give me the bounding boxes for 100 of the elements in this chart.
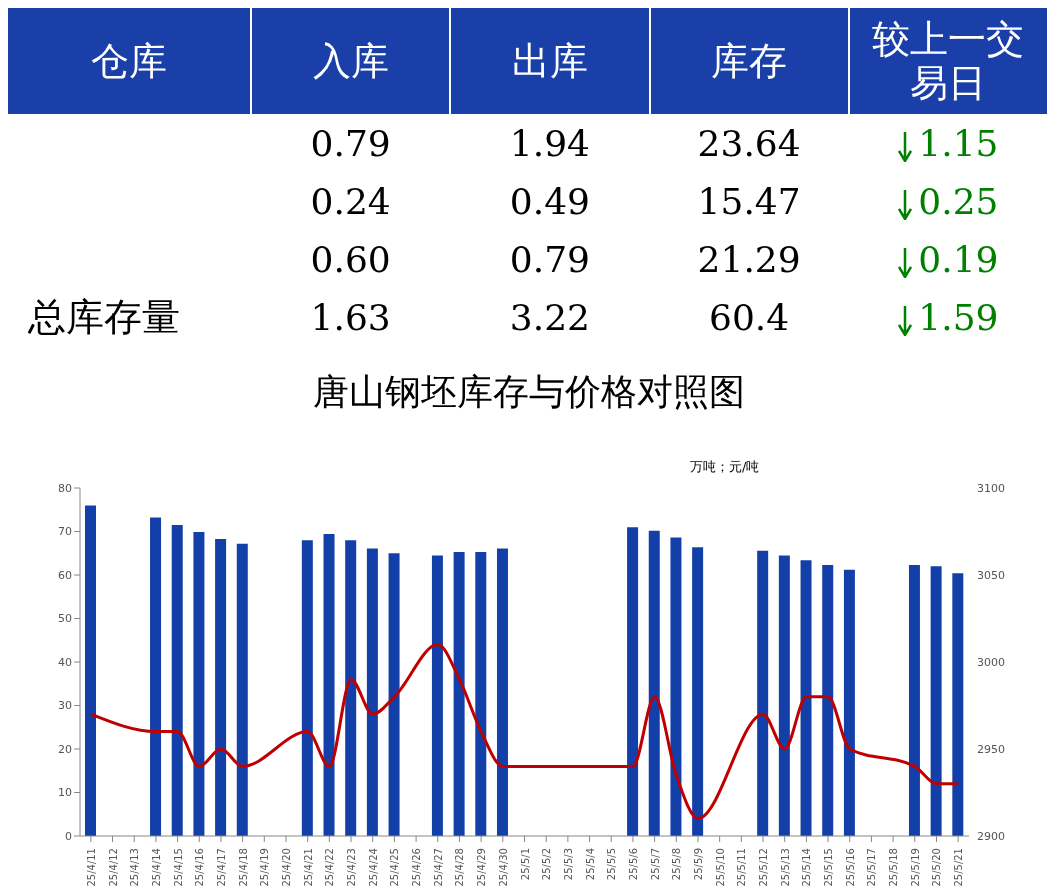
bar (670, 537, 682, 836)
y-tick-label: 40 (58, 655, 72, 669)
bar (388, 553, 400, 836)
x-tick-label: 25/5/3 (562, 848, 574, 881)
y2-tick-label: 3100 (977, 481, 1005, 495)
x-tick-label: 25/5/13 (779, 848, 791, 887)
x-tick-label: 25/5/15 (823, 848, 835, 887)
y-tick-label: 50 (58, 612, 72, 626)
text: 21.29 (696, 237, 802, 282)
bar (952, 573, 964, 836)
chart-title: 唐山钢坯库存与价格对照图 (311, 370, 746, 414)
x-tick-label: 25/5/19 (909, 848, 921, 887)
x-tick-label: 25/4/24 (367, 848, 379, 887)
x-tick-label: 25/5/10 (714, 848, 726, 887)
x-tick-label: 25/5/2 (541, 848, 553, 881)
x-tick-label: 25/5/11 (736, 848, 748, 887)
text: 0.24 (309, 179, 392, 224)
text: 0.19 (917, 237, 1000, 282)
x-tick-label: 25/4/27 (432, 848, 444, 887)
x-tick-label: 25/5/4 (584, 848, 596, 881)
y-tick-label: 70 (58, 525, 72, 539)
x-tick-label: 25/4/15 (172, 848, 184, 887)
bar (236, 543, 248, 836)
bar (150, 517, 162, 836)
text: 1.63 (309, 295, 392, 340)
text: 15.47 (696, 179, 802, 224)
x-tick-label: 25/4/29 (476, 848, 488, 887)
y-tick-label: 0 (65, 829, 72, 843)
x-tick-label: 25/4/26 (411, 848, 423, 887)
bar (193, 531, 205, 836)
y-tick-label: 30 (58, 699, 72, 713)
bar (215, 538, 227, 836)
text: 较上一交易日 (848, 8, 1048, 114)
text: 出库 (450, 8, 650, 114)
bar (85, 505, 96, 836)
x-tick-label: 25/4/28 (454, 848, 466, 887)
x-tick-label: 25/4/11 (85, 848, 97, 887)
text: 0.79 (508, 237, 591, 282)
bar (800, 560, 812, 836)
text: 1.94 (508, 121, 591, 166)
bar (431, 555, 443, 836)
x-tick-label: 25/4/16 (194, 848, 206, 887)
x-tick-label: 25/4/25 (389, 848, 401, 887)
text: 23.64 (696, 121, 802, 166)
x-tick-label: 25/5/1 (519, 848, 531, 881)
x-tick-label: 25/5/9 (692, 848, 704, 881)
text: 3.22 (508, 295, 591, 340)
x-tick-label: 25/5/7 (649, 848, 661, 881)
bar (843, 569, 855, 836)
x-tick-label: 25/4/14 (150, 848, 162, 887)
y-tick-label: 10 (58, 786, 72, 800)
text: 60.4 (708, 295, 791, 340)
bar (453, 551, 465, 836)
text: 1.59 (917, 295, 1000, 340)
bar (366, 548, 378, 836)
line-series (89, 643, 960, 821)
x-tick-label: 25/5/14 (801, 848, 813, 887)
y2-tick-label: 3050 (977, 568, 1005, 582)
x-tick-label: 25/5/17 (866, 848, 878, 887)
text: 1.15 (917, 121, 1000, 166)
x-tick-label: 25/4/20 (280, 848, 292, 887)
x-tick-label: 25/4/17 (215, 848, 227, 887)
x-tick-label: 25/5/21 (953, 848, 965, 887)
x-tick-label: 25/5/20 (931, 848, 943, 887)
x-tick-label: 25/4/18 (237, 848, 249, 887)
bar (778, 555, 790, 836)
x-tick-label: 25/5/18 (888, 848, 900, 887)
y2-tick-label: 2950 (977, 742, 1005, 756)
x-tick-label: 25/4/12 (107, 848, 119, 887)
bar (627, 527, 639, 836)
bar (692, 547, 704, 836)
x-tick-label: 25/5/16 (844, 848, 856, 887)
x-tick-label: 25/5/6 (627, 848, 639, 881)
x-tick-label: 25/5/5 (606, 848, 618, 881)
bar (908, 565, 920, 836)
y-tick-label: 20 (58, 742, 72, 756)
x-tick-label: 25/4/22 (324, 848, 336, 887)
text: 总库存量 (27, 293, 181, 341)
y2-tick-label: 3000 (977, 655, 1005, 669)
x-tick-label: 25/4/23 (346, 848, 358, 887)
bar (757, 550, 769, 836)
text: 0.25 (917, 179, 1000, 224)
bar (345, 540, 357, 836)
x-tick-label: 25/5/8 (671, 848, 683, 881)
y-tick-label: 60 (58, 568, 72, 582)
text: 入库 (251, 8, 451, 114)
x-tick-label: 25/4/30 (497, 848, 509, 887)
bar (930, 566, 942, 836)
bar (301, 540, 313, 836)
text: 0.60 (309, 237, 392, 282)
bar (822, 565, 834, 836)
text: 库存 (649, 8, 849, 114)
bar (496, 548, 508, 836)
x-tick-label: 25/5/12 (758, 848, 770, 887)
y2-tick-label: 2900 (977, 829, 1005, 843)
y-tick-label: 80 (58, 481, 72, 495)
text: 万吨；元/吨 (690, 458, 760, 476)
text: 仓库 (8, 8, 251, 114)
x-tick-label: 25/4/19 (259, 848, 271, 887)
text: 0.49 (508, 179, 591, 224)
